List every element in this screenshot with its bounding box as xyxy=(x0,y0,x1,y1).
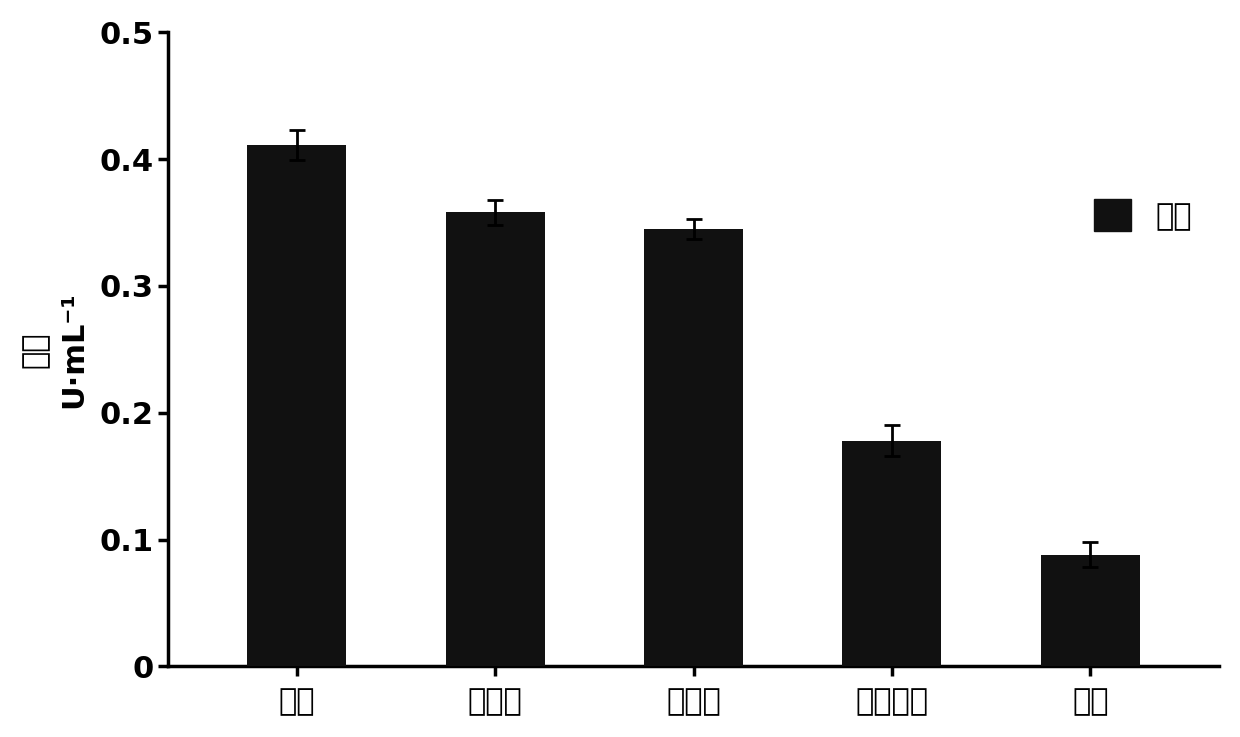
Bar xyxy=(1040,555,1140,666)
Bar xyxy=(247,145,346,666)
Bar xyxy=(644,229,743,666)
Bar xyxy=(842,441,941,666)
Legend: 酶活: 酶活 xyxy=(1081,187,1204,243)
Bar xyxy=(445,212,544,666)
Y-axis label: 酶活
U·mL⁻¹: 酶活 U·mL⁻¹ xyxy=(21,291,88,408)
